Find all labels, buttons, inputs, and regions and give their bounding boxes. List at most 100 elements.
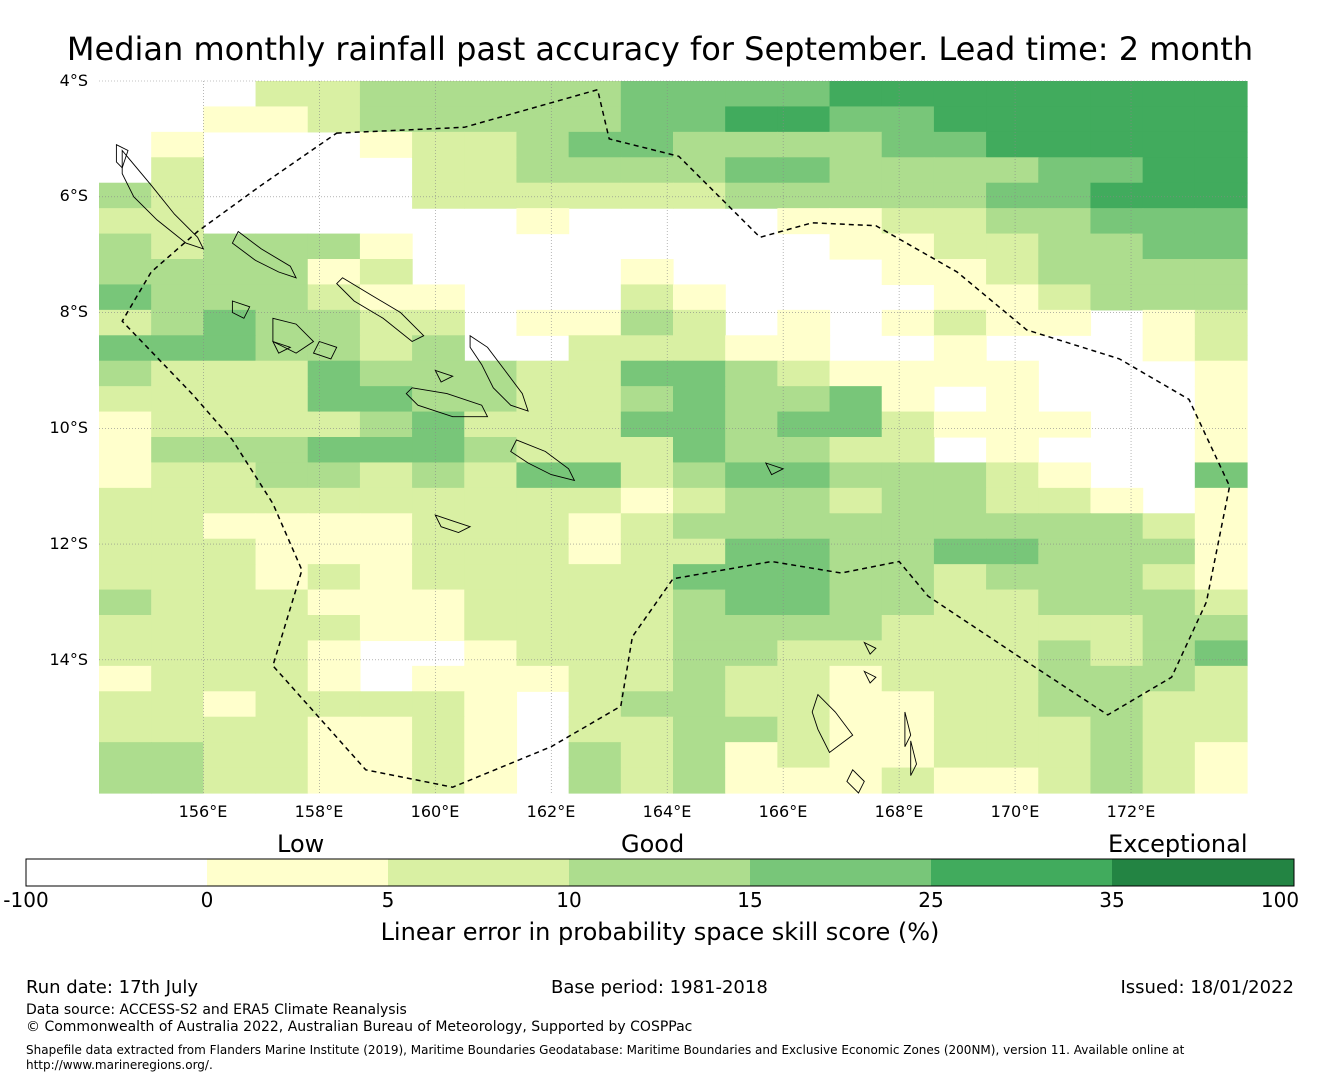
skill-grid-cell [986,716,1039,743]
skill-grid-cell [568,716,622,743]
skill-grid-cell [777,589,831,616]
skill-grid-cell [777,131,831,158]
skill-grid-cell [933,487,987,514]
shapefile-credit-line: Shapefile data extracted from Flanders M… [26,1043,1185,1057]
skill-grid-cell [620,182,674,209]
skill-grid-cell [1090,157,1144,184]
skill-grid-cell [933,360,987,387]
skill-grid-cell [725,437,778,464]
skill-grid-cell [1038,615,1092,642]
skill-grid-cell [255,386,309,413]
skill-grid-cell [255,538,309,565]
skill-grid-cell [203,589,257,616]
colorbar-tick: 10 [556,888,582,912]
skill-grid-cell [933,742,987,769]
skill-grid-cell [464,716,518,743]
skill-grid-cell [307,487,361,514]
skill-grid-cell [986,386,1039,413]
skill-grid-cell [881,564,935,591]
colorbar-segment [569,859,750,886]
skill-grid-cell [986,208,1039,235]
skill-grid-cell [203,386,257,413]
skill-grid-cell [1038,182,1092,209]
skill-grid-cell [359,538,413,565]
skill-grid-cell [725,513,778,540]
skill-grid-cell [725,538,778,565]
skill-grid-cell [881,487,935,514]
category-label-low: Low [277,830,325,858]
island-outline [272,317,315,354]
skill-grid-cell [203,716,257,743]
skill-grid-cell [203,640,257,667]
skill-grid-cell [99,742,152,769]
skill-grid-cell [725,615,778,642]
skill-grid-cell [620,487,674,514]
skill-grid-cell [255,640,309,667]
skill-grid-cell [986,513,1039,540]
lat-label: 6°S [59,186,88,205]
skill-grid-cell [829,462,883,489]
skill-grid-cell [307,437,361,464]
skill-grid-cell [986,360,1039,387]
skill-grid-cell [412,157,465,184]
skill-grid-cell [933,208,987,235]
skill-grid-cell [516,589,570,616]
skill-grid-cell [99,487,152,514]
skill-grid-cell [255,691,309,718]
skill-grid-cell [1090,665,1144,692]
colorbar-tick: 5 [381,888,395,912]
skill-grid-cell [933,538,987,565]
skill-grid-cell [359,284,413,311]
skill-grid-cell [829,131,883,158]
skill-grid-cell [620,716,674,743]
lon-label: 168°E [874,802,924,821]
skill-grid-cell [1038,589,1092,616]
skill-grid-cell [777,538,831,565]
skill-grid-cell [777,513,831,540]
skill-grid-cell [986,106,1039,133]
skill-grid-cell [829,487,883,514]
lon-label: 160°E [410,802,460,821]
skill-grid-cell [1038,233,1092,260]
skill-grid-cell [255,81,309,108]
skill-grid-cell [620,284,674,311]
skill-grid-cell [412,487,465,514]
skill-grid-cell [412,767,465,794]
skill-grid-cell [359,360,413,387]
skill-grid-cell [516,208,570,235]
skill-grid-cell [1194,284,1248,311]
category-label-good: Good [621,830,685,858]
skill-grid-cell [1142,564,1196,591]
skill-grid-cell [1142,538,1196,565]
skill-grid-cell [412,411,465,438]
skill-grid-cell [307,640,361,667]
skill-grid-cell [986,564,1039,591]
island-outline [231,230,297,279]
skill-grid-cell [203,309,257,336]
island-outline [469,334,529,412]
skill-grid-cell [829,437,883,464]
skill-grid-cell [933,335,987,362]
skill-grid-cell [151,462,204,489]
skill-grid-cell [777,309,831,336]
skill-grid-cell [151,284,204,311]
category-label-exceptional: Exceptional [1108,830,1248,858]
skill-grid-cell [359,259,413,286]
skill-grid-cell [568,182,622,209]
skill-grid-cell [359,742,413,769]
skill-grid-cell [620,513,674,540]
skill-grid-cell [151,208,204,235]
skill-grid-cell [881,513,935,540]
skill-grid-cell [933,81,987,108]
skill-grid-cell [620,259,674,286]
skill-grid-cell [359,564,413,591]
skill-grid-cell [516,360,570,387]
skill-grid-cell [881,437,935,464]
skill-grid-cell [359,309,413,336]
skill-grid-cell [151,437,204,464]
skill-grid-cell [620,564,674,591]
skill-grid-cell [829,589,883,616]
skill-grid-cell [464,157,518,184]
skill-grid-cell [725,767,778,794]
skill-grid-cell [1090,564,1144,591]
